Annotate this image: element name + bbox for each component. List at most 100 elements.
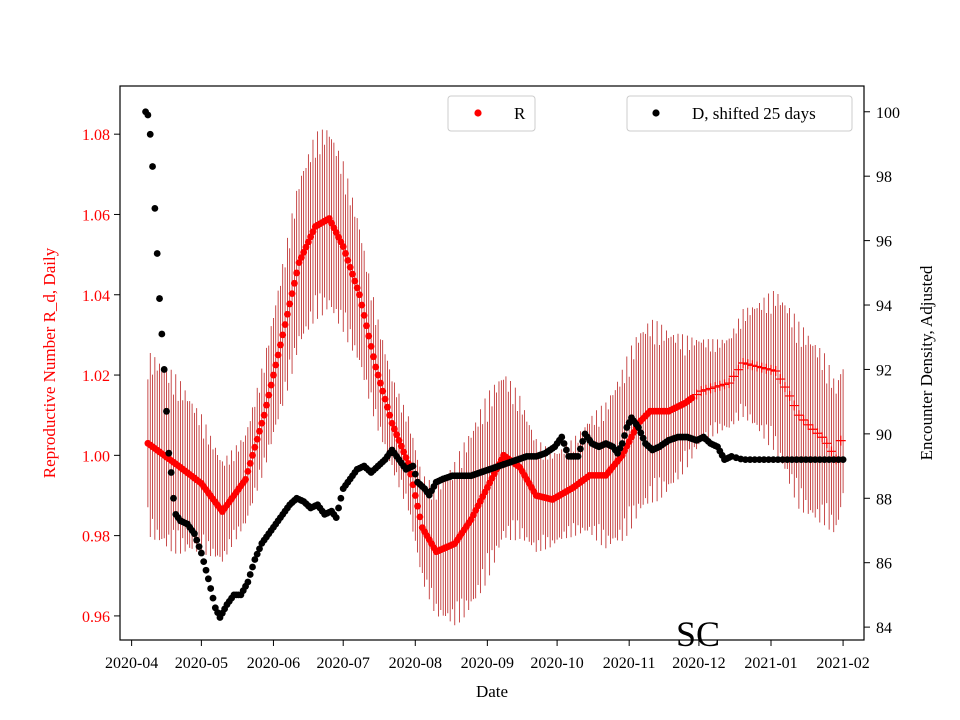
- d-point: [411, 470, 419, 478]
- r-point: [277, 341, 284, 349]
- r-point: [835, 435, 846, 446]
- d-point: [207, 585, 215, 592]
- d-point: [335, 504, 342, 512]
- right-y-tick-label: 86: [876, 556, 892, 573]
- r-point: [728, 371, 739, 382]
- r-point: [274, 351, 282, 359]
- r-point: [817, 432, 828, 443]
- r-point: [302, 243, 310, 251]
- d-point: [204, 575, 212, 583]
- d-point: [774, 456, 782, 464]
- d-point: [153, 250, 161, 257]
- r-point: [363, 322, 370, 330]
- plot-frame: [119, 85, 865, 641]
- d-point: [560, 440, 568, 447]
- r-point: [346, 263, 354, 271]
- d-point: [783, 456, 791, 464]
- r-point: [798, 415, 809, 426]
- r-point: [393, 431, 401, 439]
- r-point: [249, 451, 256, 459]
- d-point: [797, 456, 805, 464]
- r-point: [279, 331, 287, 339]
- d-point: [811, 456, 819, 464]
- r-point: [372, 363, 380, 371]
- r-point: [742, 359, 753, 370]
- d-point: [253, 550, 261, 558]
- r-point: [288, 290, 296, 298]
- right-y-tick-label: 90: [876, 427, 892, 444]
- d-point: [244, 578, 252, 586]
- r-point: [733, 364, 744, 375]
- right-y-tick-label: 94: [876, 298, 892, 315]
- r-point: [388, 419, 396, 427]
- left-y-tick-label: 1.04: [82, 288, 110, 305]
- d-point: [760, 456, 768, 464]
- left-y-axis-ticks: 0.96 0.98 1.00 1.02 1.04 1.06 1.08: [82, 127, 120, 626]
- d-point: [793, 456, 800, 464]
- r-point: [379, 387, 387, 395]
- d-point: [765, 456, 773, 464]
- left-y-tick-label: 1.08: [82, 127, 110, 144]
- right-y-axis-ticks: 84 86 88 90 92 94 96 98 100: [864, 105, 900, 637]
- r-point: [286, 300, 294, 308]
- r-point: [304, 238, 312, 246]
- d-point: [144, 111, 152, 119]
- r-point: [272, 361, 280, 369]
- d-point: [163, 407, 170, 415]
- d-point: [639, 434, 647, 442]
- r-point: [761, 363, 772, 374]
- d-point: [816, 456, 824, 464]
- r-point: [411, 492, 419, 499]
- d-point: [160, 366, 168, 373]
- r-point: [738, 358, 749, 368]
- r-point: [397, 442, 405, 450]
- d-point: [202, 566, 210, 574]
- r-point: [351, 277, 359, 285]
- d-point: [618, 440, 626, 447]
- r-point: [307, 233, 315, 241]
- r-point: [747, 360, 758, 371]
- d-point: [802, 456, 810, 464]
- d-point: [621, 432, 628, 439]
- r-point: [688, 394, 696, 402]
- x-tick-label: 2020-12: [672, 655, 725, 672]
- d-point: [149, 163, 156, 170]
- d-point: [158, 330, 166, 338]
- legend-r-label: R: [514, 104, 526, 123]
- d-point: [256, 545, 263, 553]
- right-y-tick-label: 84: [876, 620, 892, 637]
- d-point: [193, 536, 201, 544]
- r-point: [300, 248, 308, 256]
- r-point: [710, 382, 721, 393]
- legend-d-label: D, shifted 25 days: [692, 104, 816, 123]
- r-series: [144, 215, 846, 556]
- r-point: [265, 391, 273, 399]
- r-point: [242, 476, 249, 483]
- x-axis-ticks: 2020-04 2020-05 2020-06 2020-07 2020-08 2020-…: [105, 640, 870, 672]
- d-point: [635, 424, 642, 431]
- d-point: [200, 558, 208, 566]
- r-point: [342, 250, 349, 257]
- legend-d-box: [626, 95, 853, 132]
- r-point: [414, 502, 421, 510]
- r-point: [297, 254, 305, 261]
- d-point: [742, 456, 749, 464]
- d-point: [167, 469, 175, 476]
- legend-r-marker: [474, 109, 482, 117]
- r-point: [356, 291, 363, 299]
- r-point: [365, 332, 373, 340]
- r-point: [353, 284, 361, 292]
- d-point: [574, 453, 582, 460]
- r-point: [381, 395, 389, 403]
- legend-d: D, shifted 25 days: [626, 95, 853, 132]
- left-y-tick-label: 0.96: [82, 609, 110, 626]
- left-y-tick-label: 1.02: [82, 368, 110, 385]
- legend-r: R: [447, 95, 536, 132]
- r-point: [260, 411, 268, 419]
- left-y-tick-label: 1.00: [82, 448, 110, 465]
- r-point: [775, 374, 786, 385]
- r-point: [344, 256, 352, 264]
- left-y-axis-label: Reproductive Number R_d, Daily: [40, 247, 59, 478]
- d-point: [821, 456, 828, 464]
- left-y-tick-label: 1.06: [82, 207, 110, 224]
